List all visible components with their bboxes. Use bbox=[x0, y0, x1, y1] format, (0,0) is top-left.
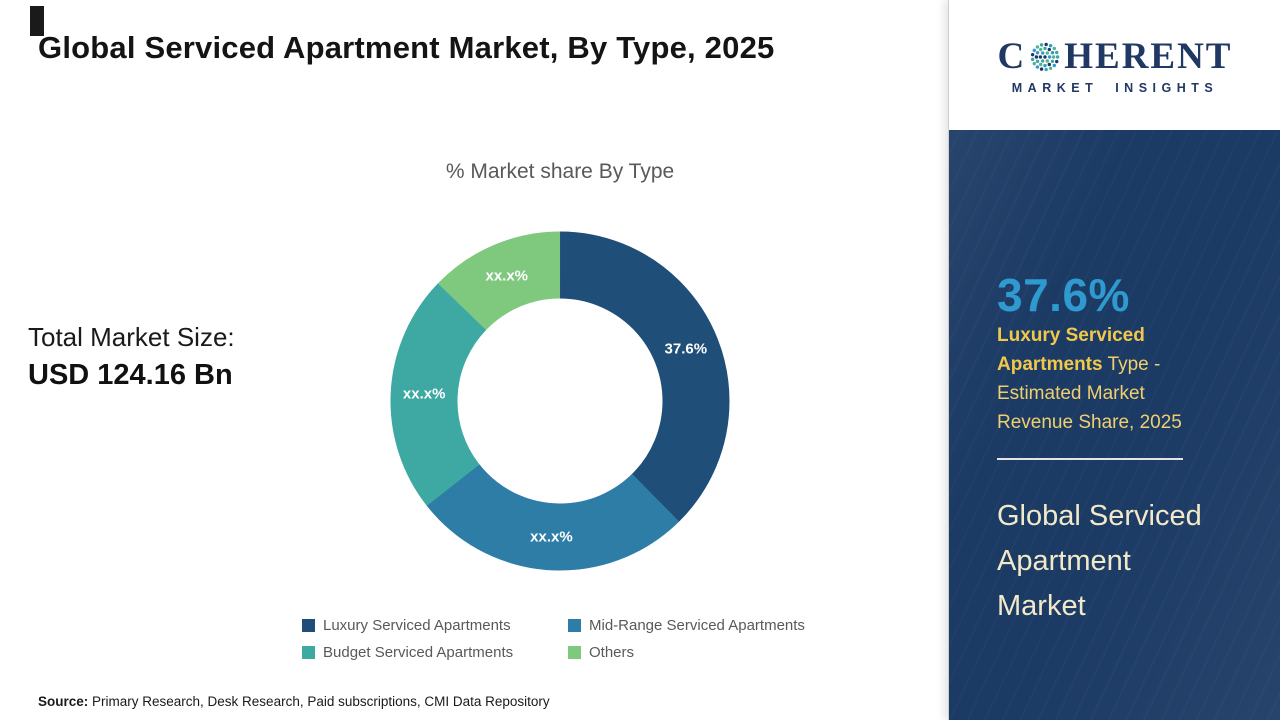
legend-item: Others bbox=[568, 644, 805, 661]
logo-wordmark: C HERENT bbox=[998, 35, 1233, 78]
donut-segment-2 bbox=[390, 231, 730, 571]
corner-accent bbox=[30, 6, 44, 36]
legend-swatch bbox=[302, 619, 315, 632]
legend-label: Mid-Range Serviced Apartments bbox=[589, 617, 805, 634]
legend-label: Others bbox=[589, 644, 635, 661]
source-line: Source: Primary Research, Desk Research,… bbox=[38, 694, 550, 709]
stat-description: Luxury Serviced Apartments Type - Estima… bbox=[997, 322, 1193, 438]
source-label: Source: bbox=[38, 694, 89, 709]
donut-segment-3 bbox=[390, 231, 730, 571]
total-market-size: Total Market Size: USD 124.16 Bn bbox=[28, 322, 328, 392]
donut-chart: 37.6% xx.x% xx.x% xx.x% bbox=[390, 231, 730, 571]
market-name: Global Serviced Apartment Market bbox=[997, 500, 1202, 622]
total-market-label: Total Market Size: bbox=[28, 322, 235, 352]
coherent-globe-icon bbox=[1031, 42, 1060, 71]
donut-svg bbox=[390, 231, 730, 571]
logo-subtitle: MARKET INSIGHTS bbox=[1011, 81, 1219, 95]
logo: C HERENT MARKET INSIGHTS bbox=[948, 0, 1280, 130]
legend-item: Luxury Serviced Apartments bbox=[302, 617, 568, 634]
chart-legend: Luxury Serviced Apartments Mid-Range Serv… bbox=[302, 617, 805, 661]
stat-rest: Type - Estimated Market Revenue Share, 2… bbox=[997, 353, 1182, 433]
divider bbox=[997, 458, 1183, 460]
legend-swatch bbox=[568, 619, 581, 632]
legend-label: Luxury Serviced Apartments bbox=[323, 617, 511, 634]
legend-swatch bbox=[302, 646, 315, 659]
logo-text-herent: HERENT bbox=[1064, 36, 1233, 77]
legend-label: Budget Serviced Apartments bbox=[323, 644, 514, 661]
legend-swatch bbox=[568, 646, 581, 659]
legend-item: Mid-Range Serviced Apartments bbox=[568, 617, 805, 634]
stat-value: 37.6% bbox=[997, 269, 1130, 321]
stat-category: Luxury Serviced Apartments bbox=[997, 325, 1145, 375]
total-market-value: USD 124.16 Bn bbox=[28, 359, 233, 391]
page-title: Global Serviced Apartment Market, By Typ… bbox=[38, 30, 775, 65]
legend-item: Budget Serviced Apartments bbox=[302, 644, 568, 661]
chart-subtitle: % Market share By Type bbox=[445, 160, 675, 183]
source-text: Primary Research, Desk Research, Paid su… bbox=[88, 694, 550, 709]
logo-text-c: C bbox=[997, 36, 1027, 77]
